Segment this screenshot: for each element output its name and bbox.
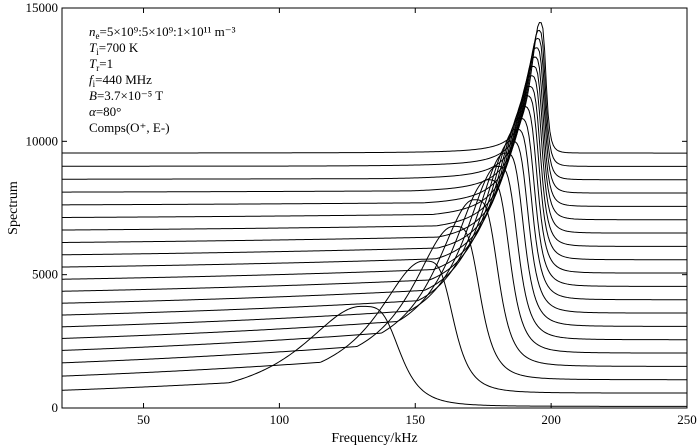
spectrum-curve [61, 65, 687, 221]
spectrum-curve [61, 47, 687, 194]
plot-lines [61, 21, 687, 407]
spectrum-curve [61, 152, 687, 327]
spectrum-curve [61, 225, 687, 381]
spectrum-curve [61, 85, 687, 247]
plot-frame [61, 7, 688, 409]
x-tick-label: 150 [406, 412, 426, 427]
x-tick-label: 250 [677, 412, 697, 427]
annotation-line: Ti=700 K [89, 40, 139, 57]
annotation-line: α=80° [89, 104, 121, 119]
x-tick-label: 200 [541, 412, 561, 427]
y-tick-label: 5000 [32, 267, 58, 282]
parameter-annotation: ne=5×10⁹:5×10⁹:1×10¹¹ m⁻³Ti=700 KTr=1fi=… [89, 24, 236, 135]
annotation-line: ne=5×10⁹:5×10⁹:1×10¹¹ m⁻³ [89, 24, 236, 41]
x-tick-label: 50 [137, 412, 150, 427]
annotation-line: Tr=1 [89, 56, 113, 73]
spectrum-curve [61, 128, 687, 301]
spectrum-curve [61, 199, 687, 367]
x-axis-label: Frequency/kHz [331, 431, 417, 446]
annotation-line: B=3.7×10⁻⁵ T [89, 88, 163, 103]
spectrum-curve [61, 75, 687, 234]
spectrum-curve [61, 260, 687, 394]
annotation-line: Comps(O⁺, E-) [89, 120, 170, 135]
spectrum-curve [61, 179, 687, 354]
y-axis-label: Spectrum [6, 181, 21, 235]
spectrum-curve [61, 117, 687, 287]
spectrum-curve [61, 105, 687, 274]
axis-ticks [62, 7, 688, 409]
spectrum-curve [61, 56, 687, 207]
spectrum-curve [62, 29, 687, 167]
spectrum-curve [61, 95, 687, 261]
spectrum-curve [61, 37, 687, 181]
spectrum-curve [61, 140, 687, 314]
spectrum-curve [61, 165, 687, 341]
annotation-line: fi=440 MHz [89, 72, 152, 89]
y-tick-label: 15000 [26, 0, 59, 15]
spectrum-curve [61, 305, 687, 407]
tick-labels: 50 100 150 200 250 0 5000 10000 15000 [26, 0, 697, 427]
x-tick-label: 100 [270, 412, 290, 427]
y-tick-label: 0 [52, 400, 59, 415]
y-tick-label: 10000 [26, 133, 59, 148]
spectrum-curve [62, 21, 687, 154]
